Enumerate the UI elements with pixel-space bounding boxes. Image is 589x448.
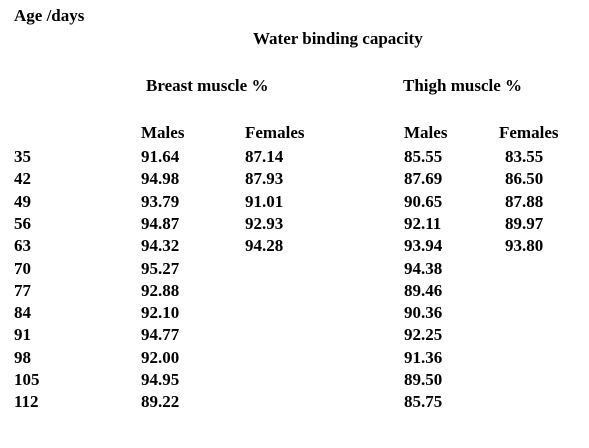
breast-males-cell: 94.32 <box>141 236 180 255</box>
breast-males-cell: 92.88 <box>141 281 180 300</box>
breast-males-header: Males <box>141 123 185 142</box>
age-cell: 112 <box>14 392 39 411</box>
breast-females-header: Females <box>245 123 305 142</box>
breast-females-cell: 92.93 <box>245 214 284 233</box>
thigh-females-cell: 83.55 <box>505 147 544 166</box>
breast-males-cell: 89.22 <box>141 392 180 411</box>
thigh-males-cell: 94.38 <box>404 259 443 278</box>
breast-males-cell: 92.00 <box>141 348 180 367</box>
thigh-males-cell: 92.11 <box>404 214 442 233</box>
table-row: 35 91.64 87.14 85.55 83.55 <box>0 147 589 167</box>
table-row: 42 94.98 87.93 87.69 86.50 <box>0 169 589 189</box>
thigh-females-header: Females <box>499 123 559 142</box>
table-title: Water binding capacity <box>253 29 423 48</box>
thigh-males-cell: 85.75 <box>404 392 443 411</box>
table-row: 112 89.22 85.75 <box>0 392 589 412</box>
breast-males-cell: 94.87 <box>141 214 180 233</box>
breast-females-cell: 91.01 <box>245 192 284 211</box>
breast-males-cell: 91.64 <box>141 147 180 166</box>
table-row: 105 94.95 89.50 <box>0 370 589 390</box>
breast-males-cell: 93.79 <box>141 192 180 211</box>
table-row: 91 94.77 92.25 <box>0 325 589 345</box>
breast-males-cell: 95.27 <box>141 259 180 278</box>
thigh-males-cell: 93.94 <box>404 236 443 255</box>
thigh-males-cell: 85.55 <box>404 147 443 166</box>
breast-muscle-header: Breast muscle % <box>146 76 269 95</box>
breast-males-cell: 94.77 <box>141 325 180 344</box>
age-cell: 91 <box>14 325 31 344</box>
age-header: Age /days <box>14 6 85 25</box>
table-row: 98 92.00 91.36 <box>0 348 589 368</box>
table-row: 49 93.79 91.01 90.65 87.88 <box>0 192 589 212</box>
breast-females-cell: 94.28 <box>245 236 284 255</box>
breast-females-cell: 87.14 <box>245 147 284 166</box>
age-cell: 63 <box>14 236 31 255</box>
table-row: 56 94.87 92.93 92.11 89.97 <box>0 214 589 234</box>
breast-males-cell: 94.95 <box>141 370 180 389</box>
age-cell: 84 <box>14 303 31 322</box>
age-cell: 56 <box>14 214 31 233</box>
thigh-males-cell: 87.69 <box>404 169 443 188</box>
breast-males-cell: 94.98 <box>141 169 180 188</box>
breast-females-cell: 87.93 <box>245 169 284 188</box>
table-row: 84 92.10 90.36 <box>0 303 589 323</box>
thigh-females-cell: 87.88 <box>505 192 544 211</box>
age-cell: 77 <box>14 281 31 300</box>
thigh-males-cell: 91.36 <box>404 348 443 367</box>
thigh-males-cell: 92.25 <box>404 325 443 344</box>
age-cell: 105 <box>14 370 40 389</box>
thigh-females-cell: 86.50 <box>505 169 544 188</box>
thigh-females-cell: 93.80 <box>505 236 544 255</box>
breast-males-cell: 92.10 <box>141 303 180 322</box>
table-row: 77 92.88 89.46 <box>0 281 589 301</box>
thigh-males-cell: 89.50 <box>404 370 443 389</box>
age-cell: 42 <box>14 169 31 188</box>
thigh-males-cell: 90.65 <box>404 192 443 211</box>
age-cell: 98 <box>14 348 31 367</box>
thigh-males-cell: 90.36 <box>404 303 443 322</box>
age-cell: 70 <box>14 259 31 278</box>
table-row: 70 95.27 94.38 <box>0 259 589 279</box>
thigh-females-cell: 89.97 <box>505 214 544 233</box>
age-cell: 35 <box>14 147 31 166</box>
thigh-males-cell: 89.46 <box>404 281 443 300</box>
table-row: 63 94.32 94.28 93.94 93.80 <box>0 236 589 256</box>
thigh-muscle-header: Thigh muscle % <box>403 76 523 95</box>
thigh-males-header: Males <box>404 123 448 142</box>
age-cell: 49 <box>14 192 31 211</box>
